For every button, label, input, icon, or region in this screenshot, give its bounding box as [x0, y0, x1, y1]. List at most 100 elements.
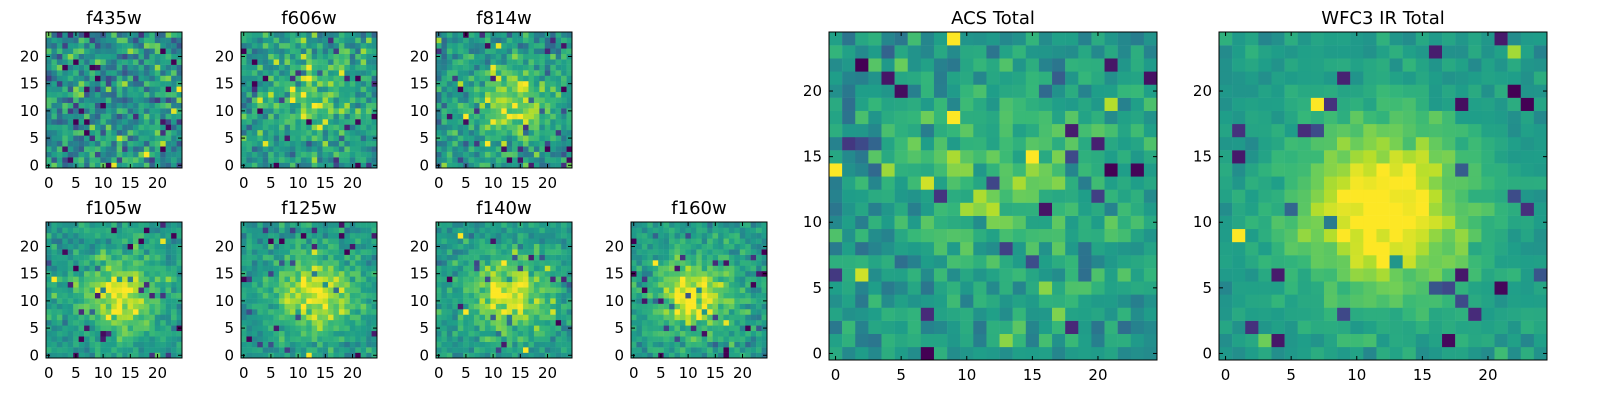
- heatmap-cell: [457, 249, 464, 255]
- heatmap-cell: [349, 309, 356, 315]
- heatmap-cell: [566, 124, 573, 131]
- heatmap-cell: [986, 189, 1000, 203]
- heatmap-cell: [512, 276, 518, 283]
- heatmap-cell: [550, 281, 556, 288]
- heatmap-cell: [723, 276, 730, 283]
- heatmap-cell: [561, 119, 567, 125]
- heatmap-cell: [490, 249, 497, 255]
- heatmap-cell: [56, 254, 63, 261]
- heatmap-cell: [138, 232, 145, 239]
- heatmap-cell: [328, 37, 334, 44]
- heatmap-cell: [371, 287, 378, 293]
- heatmap-cell: [506, 32, 513, 38]
- heatmap-cell: [641, 347, 648, 353]
- heatmap-cell: [51, 64, 58, 71]
- heatmap-cell: [436, 97, 442, 103]
- heatmap-cell: [723, 309, 730, 315]
- heatmap-cell: [328, 325, 334, 332]
- heatmap-cell: [344, 232, 351, 239]
- heatmap-cell: [89, 292, 96, 299]
- heatmap-cell: [143, 146, 150, 152]
- heatmap-cell: [506, 102, 513, 109]
- heatmap-cell: [490, 319, 497, 326]
- heatmap-cell: [46, 97, 52, 103]
- heatmap-cell: [441, 162, 448, 169]
- heatmap-cell: [122, 309, 128, 315]
- heatmap-cell: [517, 238, 524, 245]
- heatmap-cell: [463, 341, 469, 348]
- heatmap-cell: [246, 309, 253, 315]
- heatmap-cell: [1117, 241, 1132, 256]
- heatmap-cell: [561, 113, 567, 120]
- heatmap-cell: [84, 276, 90, 283]
- heatmap-cell: [734, 276, 741, 283]
- heatmap-cell: [84, 281, 90, 288]
- heatmap-cell: [712, 314, 719, 321]
- heatmap-cell: [479, 243, 486, 250]
- heatmap-cell: [533, 37, 540, 44]
- heatmap-cell: [663, 325, 670, 332]
- heatmap-cell: [756, 270, 762, 277]
- heatmap-cell: [306, 70, 312, 76]
- heatmap-cell: [366, 292, 372, 299]
- heatmap-cell: [539, 325, 546, 332]
- heatmap-cell: [349, 140, 356, 147]
- heatmap-cell: [452, 238, 459, 245]
- heatmap-cell: [544, 260, 551, 266]
- heatmap-cell: [674, 330, 681, 337]
- heatmap-cell: [311, 59, 318, 65]
- heatmap-cell: [829, 281, 843, 295]
- heatmap-cell: [512, 64, 518, 71]
- heatmap-cell: [328, 102, 334, 109]
- heatmap-cell: [311, 48, 318, 55]
- heatmap-cell: [138, 265, 145, 272]
- heatmap-cell: [512, 254, 518, 261]
- heatmap-cell: [506, 37, 513, 44]
- heatmap-cell: [306, 37, 312, 44]
- heatmap-cell: [94, 64, 101, 71]
- heatmap-cell: [154, 64, 161, 71]
- heatmap-cell: [734, 325, 741, 332]
- heatmap-cell: [1078, 307, 1092, 321]
- heatmap-cell: [631, 227, 637, 234]
- heatmap-cell: [707, 325, 713, 332]
- heatmap-cell: [251, 119, 258, 125]
- heatmap-cell: [474, 42, 480, 49]
- heatmap-cell: [273, 227, 280, 234]
- heatmap-cell: [262, 102, 269, 109]
- heatmap-cell: [517, 113, 524, 120]
- heatmap-cell: [734, 227, 741, 234]
- heatmap-cell: [490, 91, 497, 98]
- heatmap-cell: [490, 140, 497, 147]
- heatmap-cell: [273, 260, 280, 266]
- x-tick-label: 0: [434, 364, 444, 382]
- heatmap-cell: [933, 268, 948, 282]
- heatmap-cell: [457, 243, 464, 250]
- heatmap-cell: [78, 254, 85, 261]
- heatmap-cell: [257, 309, 264, 315]
- heatmap-cell: [317, 227, 323, 234]
- heatmap-cell: [1078, 333, 1092, 348]
- heatmap-cell: [452, 37, 459, 44]
- heatmap-cell: [251, 157, 258, 163]
- heatmap-cell: [920, 176, 935, 190]
- heatmap-cell: [62, 314, 69, 321]
- heatmap-cell: [712, 303, 719, 310]
- heatmap-cell: [528, 227, 535, 234]
- heatmap-cell: [366, 75, 372, 82]
- heatmap-cell: [947, 294, 961, 308]
- heatmap-cell: [728, 227, 735, 234]
- heatmap-cell: [479, 80, 486, 87]
- heatmap-cell: [707, 336, 713, 342]
- heatmap-cell: [122, 260, 128, 266]
- heatmap-cell: [67, 265, 74, 272]
- heatmap-cell: [855, 163, 869, 177]
- x-tick-label: 10: [484, 174, 503, 192]
- heatmap-cell: [555, 227, 562, 234]
- heatmap-cell: [62, 86, 69, 93]
- heatmap-cell: [517, 287, 524, 293]
- heatmap-cell: [328, 42, 334, 49]
- heatmap-cell: [127, 80, 134, 87]
- heatmap-cell: [452, 108, 459, 114]
- heatmap-cell: [138, 341, 145, 348]
